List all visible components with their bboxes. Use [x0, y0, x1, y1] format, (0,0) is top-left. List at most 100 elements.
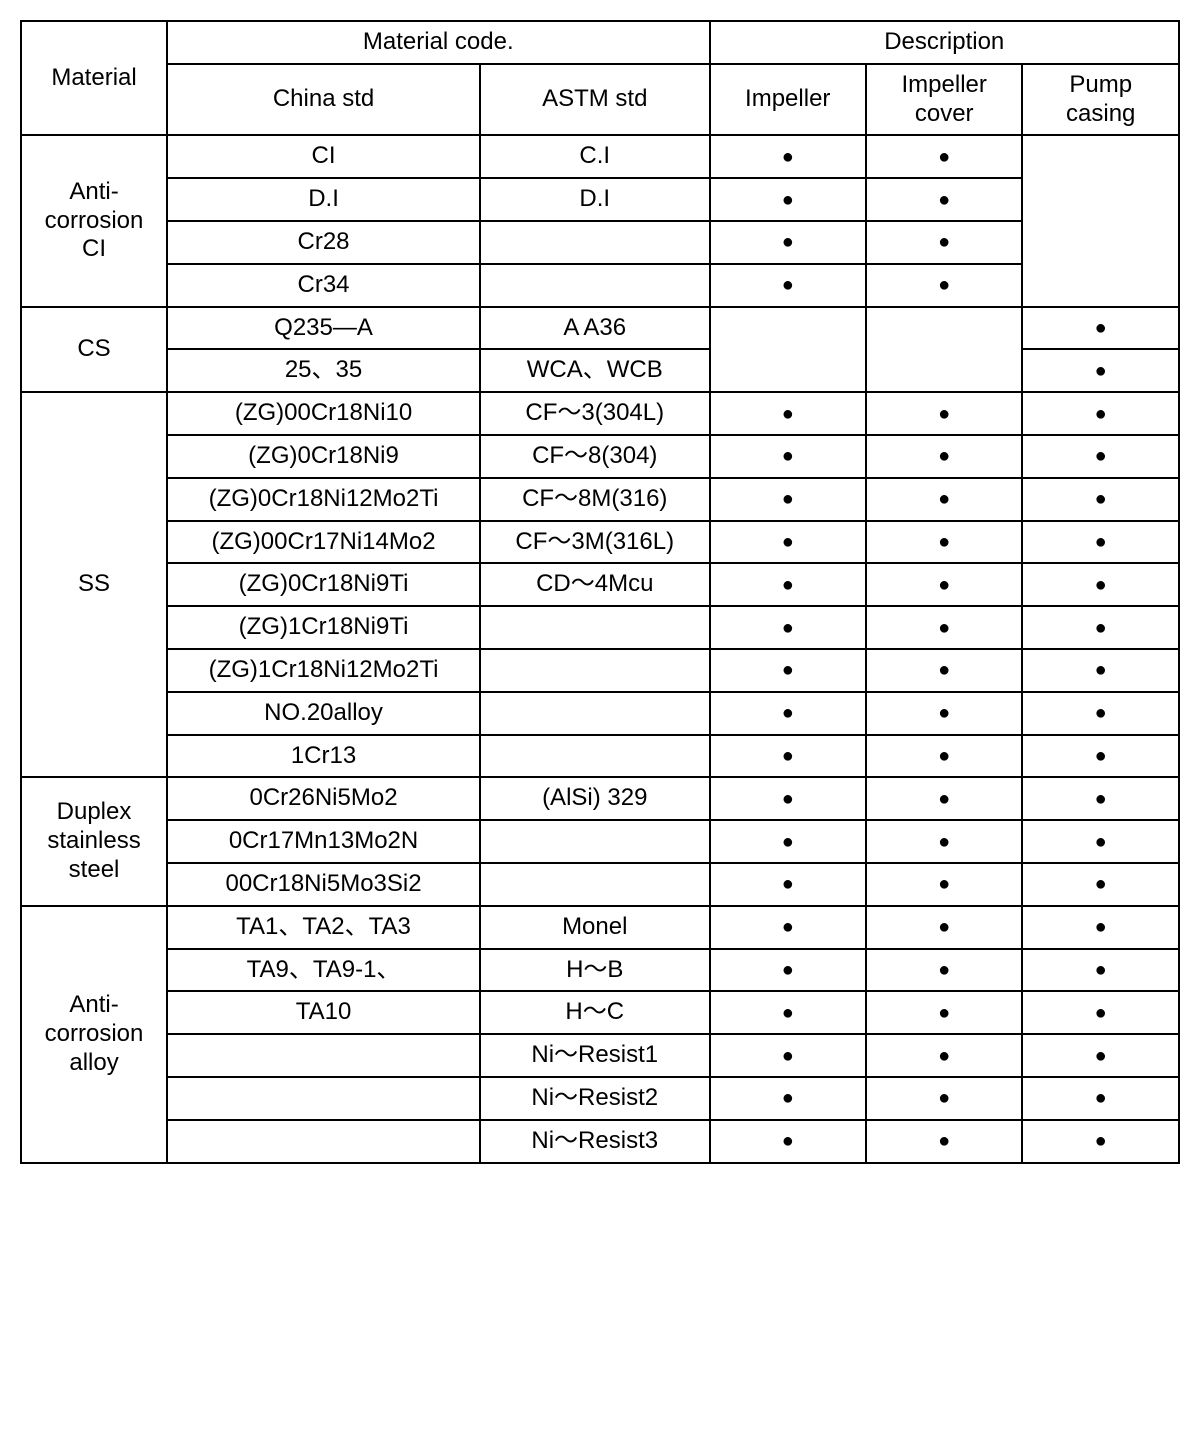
table-row: NO.20alloy●●● — [21, 692, 1179, 735]
china-std-cell: D.I — [167, 178, 480, 221]
impeller-cover-cell: ● — [866, 606, 1022, 649]
china-std-cell: (ZG)00Cr18Ni10 — [167, 392, 480, 435]
astm-std-cell: Ni～Resist1 — [480, 1034, 710, 1077]
astm-std-cell — [480, 863, 710, 906]
impeller-cell: ● — [710, 991, 866, 1034]
pump-casing-cell: ● — [1022, 435, 1179, 478]
pump-casing-cell: ● — [1022, 1034, 1179, 1077]
astm-std-cell: A A36 — [480, 307, 710, 350]
china-std-cell: (ZG)0Cr18Ni12Mo2Ti — [167, 478, 480, 521]
pump-casing-cell: ● — [1022, 349, 1179, 392]
impeller-cover-cell: ● — [866, 949, 1022, 992]
table-row: (ZG)1Cr18Ni12Mo2Ti●●● — [21, 649, 1179, 692]
impeller-cover-cell: ● — [866, 521, 1022, 564]
china-std-cell: 0Cr26Ni5Mo2 — [167, 777, 480, 820]
impeller-cell: ● — [710, 777, 866, 820]
table-row: Ni～Resist1●●● — [21, 1034, 1179, 1077]
impeller-cell: ● — [710, 949, 866, 992]
materials-table: Material Material code. Description Chin… — [20, 20, 1180, 1164]
pump-casing-cell: ● — [1022, 906, 1179, 949]
china-std-cell: 25、35 — [167, 349, 480, 392]
pump-casing-cell: ● — [1022, 863, 1179, 906]
impeller-cover-cell: ● — [866, 1077, 1022, 1120]
material-group-label: Anti-corrosionalloy — [21, 906, 167, 1163]
table-row: CSQ235—AA A36● — [21, 307, 1179, 350]
china-std-cell: TA1、TA2、TA3 — [167, 906, 480, 949]
astm-std-cell: C.I — [480, 135, 710, 178]
astm-std-cell — [480, 692, 710, 735]
table-header: Material Material code. Description Chin… — [21, 21, 1179, 135]
table-row: D.ID.I●● — [21, 178, 1179, 221]
china-std-cell: TA9、TA9-1、 — [167, 949, 480, 992]
table-row: 1Cr13●●● — [21, 735, 1179, 778]
astm-std-cell — [480, 649, 710, 692]
china-std-cell: 00Cr18Ni5Mo3Si2 — [167, 863, 480, 906]
impeller-cell — [710, 307, 866, 393]
impeller-cover-cell: ● — [866, 1034, 1022, 1077]
pump-casing-cell: ● — [1022, 692, 1179, 735]
china-std-cell: TA10 — [167, 991, 480, 1034]
astm-std-cell: (AlSi) 329 — [480, 777, 710, 820]
impeller-cover-cell: ● — [866, 221, 1022, 264]
table-row: Cr28●● — [21, 221, 1179, 264]
astm-std-cell — [480, 221, 710, 264]
pump-casing-cell: ● — [1022, 606, 1179, 649]
table-row: Duplexstainlesssteel0Cr26Ni5Mo2(AlSi) 32… — [21, 777, 1179, 820]
pump-casing-cell: ● — [1022, 478, 1179, 521]
impeller-cell: ● — [710, 1120, 866, 1163]
table-body: Anti-corrosionCICIC.I●●D.ID.I●●Cr28●●Cr3… — [21, 135, 1179, 1162]
material-group-label: SS — [21, 392, 167, 777]
impeller-cell: ● — [710, 264, 866, 307]
china-std-cell: 1Cr13 — [167, 735, 480, 778]
col-material: Material — [21, 21, 167, 135]
astm-std-cell: CF～8M(316) — [480, 478, 710, 521]
table-row: (ZG)0Cr18Ni9CF～8(304)●●● — [21, 435, 1179, 478]
impeller-cell: ● — [710, 649, 866, 692]
impeller-cover-cell: ● — [866, 135, 1022, 178]
table-row: TA9、TA9-1、H～B●●● — [21, 949, 1179, 992]
impeller-cover-cell: ● — [866, 991, 1022, 1034]
china-std-cell: CI — [167, 135, 480, 178]
material-group-label: Duplexstainlesssteel — [21, 777, 167, 905]
astm-std-cell: Ni～Resist2 — [480, 1077, 710, 1120]
material-group-label: Anti-corrosionCI — [21, 135, 167, 306]
astm-std-cell: H～B — [480, 949, 710, 992]
impeller-cover-cell: ● — [866, 777, 1022, 820]
impeller-cover-cell — [866, 307, 1022, 393]
header-row-2: China std ASTM std Impeller Impellercove… — [21, 64, 1179, 136]
impeller-cell: ● — [710, 435, 866, 478]
pump-casing-cell: ● — [1022, 649, 1179, 692]
table-row: SS(ZG)00Cr18Ni10CF～3(304L)●●● — [21, 392, 1179, 435]
impeller-cover-cell: ● — [866, 392, 1022, 435]
col-china-std: China std — [167, 64, 480, 136]
impeller-cover-cell: ● — [866, 563, 1022, 606]
china-std-cell: (ZG)0Cr18Ni9 — [167, 435, 480, 478]
impeller-cover-cell: ● — [866, 1120, 1022, 1163]
impeller-cell: ● — [710, 692, 866, 735]
impeller-cover-cell: ● — [866, 863, 1022, 906]
astm-std-cell: WCA、WCB — [480, 349, 710, 392]
impeller-cover-cell: ● — [866, 435, 1022, 478]
impeller-cell: ● — [710, 478, 866, 521]
impeller-cell: ● — [710, 863, 866, 906]
china-std-cell — [167, 1120, 480, 1163]
impeller-cover-cell: ● — [866, 735, 1022, 778]
china-std-cell: (ZG)1Cr18Ni9Ti — [167, 606, 480, 649]
table-row: TA10H～C●●● — [21, 991, 1179, 1034]
table-row: Ni～Resist3●●● — [21, 1120, 1179, 1163]
table-row: (ZG)0Cr18Ni9TiCD～4Mcu●●● — [21, 563, 1179, 606]
impeller-cell: ● — [710, 1077, 866, 1120]
china-std-cell: 0Cr17Mn13Mo2N — [167, 820, 480, 863]
astm-std-cell: CF～3(304L) — [480, 392, 710, 435]
impeller-cover-cell: ● — [866, 264, 1022, 307]
table-row: Anti-corrosionalloyTA1、TA2、TA3Monel●●● — [21, 906, 1179, 949]
col-pump-casing: Pumpcasing — [1022, 64, 1179, 136]
astm-std-cell — [480, 606, 710, 649]
table-row: Anti-corrosionCICIC.I●● — [21, 135, 1179, 178]
col-description: Description — [710, 21, 1180, 64]
astm-std-cell: CD～4Mcu — [480, 563, 710, 606]
impeller-cover-cell: ● — [866, 692, 1022, 735]
china-std-cell: (ZG)00Cr17Ni14Mo2 — [167, 521, 480, 564]
col-material-code: Material code. — [167, 21, 709, 64]
impeller-cover-cell: ● — [866, 820, 1022, 863]
